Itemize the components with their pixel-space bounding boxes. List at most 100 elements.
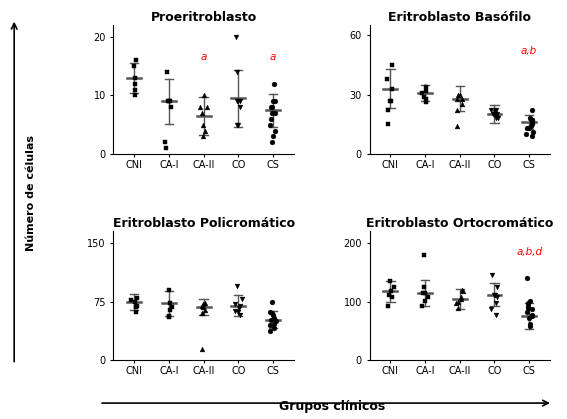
Point — [197, 345, 206, 352]
Point — [132, 308, 141, 315]
Point — [165, 306, 174, 313]
Point — [420, 93, 429, 100]
Text: a,b: a,b — [521, 46, 538, 56]
Point — [265, 328, 274, 335]
Point — [489, 111, 498, 118]
Point — [269, 315, 278, 321]
Title: Eritroblasto Basófilo: Eritroblasto Basófilo — [388, 11, 531, 24]
Point — [232, 98, 242, 105]
Point — [269, 320, 278, 327]
Point — [526, 297, 535, 304]
Point — [523, 304, 532, 311]
Point — [385, 278, 394, 285]
Point — [422, 99, 431, 106]
Point — [161, 139, 170, 146]
Point — [418, 290, 427, 296]
Point — [454, 298, 463, 305]
Point — [491, 300, 500, 307]
Point — [234, 98, 243, 105]
Title: Eritroblasto Ortocromático: Eritroblasto Ortocromático — [366, 217, 553, 230]
Point — [236, 104, 245, 111]
Point — [162, 145, 171, 152]
Point — [526, 115, 535, 122]
Point — [200, 92, 209, 99]
Point — [269, 133, 278, 140]
Point — [130, 86, 139, 93]
Text: a: a — [270, 52, 276, 62]
Title: Proeritroblasto: Proeritroblasto — [150, 11, 257, 24]
Point — [418, 303, 427, 310]
Point — [385, 291, 394, 298]
Point — [270, 80, 279, 87]
Point — [267, 316, 276, 323]
Point — [522, 309, 531, 316]
Point — [166, 98, 175, 105]
Point — [196, 104, 205, 111]
Point — [198, 302, 207, 309]
Point — [492, 115, 501, 122]
Point — [271, 98, 280, 105]
Point — [490, 291, 499, 298]
Point — [524, 315, 534, 321]
Point — [130, 92, 139, 99]
Point — [455, 91, 464, 98]
Point — [198, 310, 207, 317]
Point — [493, 294, 502, 300]
Point — [265, 308, 274, 315]
Point — [130, 80, 139, 87]
Point — [422, 83, 431, 90]
Point — [384, 107, 393, 114]
Point — [386, 97, 395, 104]
Point — [527, 107, 536, 114]
Point — [452, 107, 462, 114]
Point — [522, 125, 531, 132]
Point — [522, 275, 531, 282]
Point — [130, 298, 139, 305]
Point — [491, 291, 500, 298]
Point — [383, 303, 392, 310]
Point — [387, 97, 396, 104]
Point — [164, 287, 174, 293]
Point — [527, 313, 536, 320]
Point — [493, 115, 502, 122]
Point — [454, 304, 463, 311]
Point — [454, 91, 463, 98]
Point — [418, 89, 427, 96]
Point — [131, 57, 140, 64]
Point — [490, 109, 500, 116]
Point — [528, 133, 537, 140]
Point — [528, 121, 537, 128]
Point — [268, 104, 277, 111]
Point — [456, 295, 466, 302]
Point — [232, 283, 241, 290]
Point — [265, 122, 274, 128]
Point — [452, 300, 461, 307]
Point — [197, 110, 206, 116]
Point — [131, 304, 140, 310]
Point — [133, 302, 142, 309]
Point — [523, 303, 532, 310]
Point — [235, 305, 244, 311]
Point — [457, 101, 466, 108]
Point — [271, 318, 280, 325]
Point — [268, 139, 277, 146]
Point — [267, 110, 276, 116]
Point — [268, 310, 277, 317]
Point — [384, 121, 393, 128]
Point — [266, 322, 275, 328]
Text: Grupos clínicos: Grupos clínicos — [278, 400, 385, 413]
Text: a: a — [200, 52, 207, 62]
Point — [488, 272, 497, 279]
Point — [268, 312, 277, 318]
Point — [388, 62, 397, 68]
Point — [491, 113, 500, 120]
Point — [167, 104, 176, 111]
Point — [492, 284, 501, 290]
Point — [130, 75, 139, 81]
Point — [526, 321, 535, 327]
Point — [201, 127, 210, 134]
Point — [233, 69, 242, 75]
Point — [458, 288, 467, 295]
Point — [528, 129, 537, 136]
Point — [527, 117, 536, 124]
